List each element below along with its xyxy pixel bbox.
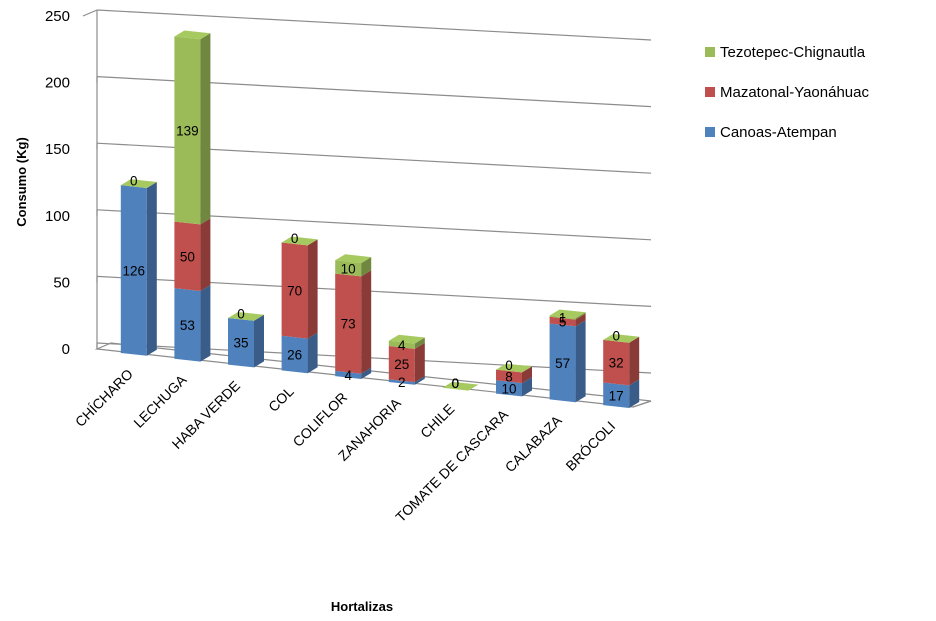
data-label-tomate-de-cascara-mazatonal-yaonahuac: 8 (505, 369, 513, 384)
data-label-lechuga-mazatonal-yaonahuac: 50 (180, 249, 195, 264)
bar-calabaza-mazatonal-yaonahuac (549, 313, 586, 327)
bar-lechuga-canoas-atempan (174, 284, 211, 362)
bar-coliflor-tezotepec-chignautla (335, 257, 372, 277)
bar-top-zanahoria (388, 334, 425, 344)
data-label-tomate-de-cascara-tezotepec-chignautla: 0 (505, 358, 513, 373)
bar-top-chile (442, 381, 479, 391)
data-label-coliflor-mazatonal-yaonahuac: 73 (341, 317, 356, 332)
data-label-haba-verde-canoas-atempan: 35 (233, 336, 248, 351)
data-label-lechuga-tezotepec-chignautla: 139 (176, 123, 199, 138)
bar-coliflor-mazatonal-yaonahuac (335, 270, 372, 374)
x-axis-title: Hortalizas (331, 599, 393, 614)
data-label-lechuga-canoas-atempan: 53 (180, 318, 195, 333)
bar-col-mazatonal-yaonahuac (281, 239, 318, 339)
x-tick-label-coliflor: COLIFLOR (289, 389, 350, 450)
legend: Tezotepec-Chignautla Mazatonal-Yaonáhuac C… (705, 44, 869, 141)
data-label-brocoli-canoas-atempan: 17 (609, 388, 624, 403)
x-tick-label-tomate-de-cascara: TOMATE DE CASCARA (392, 406, 511, 525)
legend-swatch (705, 127, 715, 137)
bar-coliflor-canoas-atempan (335, 367, 372, 379)
data-label-coliflor-tezotepec-chignautla: 10 (341, 261, 356, 276)
data-label-calabaza-mazatonal-yaonahuac: 5 (559, 315, 567, 330)
data-label-brocoli-mazatonal-yaonahuac: 32 (609, 356, 624, 371)
data-label-calabaza-canoas-atempan: 57 (555, 356, 570, 371)
x-tick-label-brocoli: BRÓCOLI (562, 418, 618, 474)
data-label-zanahoria-mazatonal-yaonahuac: 25 (394, 357, 409, 372)
legend-item-canoas-atempan: Canoas-Atempan (705, 124, 837, 141)
floor-right-edge (632, 400, 652, 408)
bar-top-lechuga (174, 30, 211, 40)
bar-brocoli-mazatonal-yaonahuac (603, 336, 640, 386)
data-label-tomate-de-cascara-canoas-atempan: 10 (501, 381, 516, 396)
data-label-chile-tezotepec-chignautla: 0 (452, 376, 460, 391)
y-tick-label: 150 (45, 141, 70, 158)
y-tick-label: 0 (62, 341, 70, 358)
y-tick-label: 50 (53, 274, 70, 291)
data-label-chile-canoas-atempan: 0 (452, 376, 460, 391)
data-label-coliflor-canoas-atempan: 4 (344, 368, 352, 383)
data-label-zanahoria-tezotepec-chignautla: 4 (398, 338, 406, 353)
x-tick-label-chile: CHILE (417, 401, 457, 441)
bar-lechuga-tezotepec-chignautla (174, 33, 211, 225)
bar-col-canoas-atempan (281, 332, 318, 374)
bar-calabaza-tezotepec-chignautla (549, 312, 586, 320)
data-label-calabaza-tezotepec-chignautla: 1 (559, 311, 567, 326)
y-tick-label: 100 (45, 208, 70, 225)
legend-label: Canoas-Atempan (720, 124, 837, 141)
bar-zanahoria-tezotepec-chignautla (388, 337, 425, 349)
data-label-col-tezotepec-chignautla: 0 (291, 231, 299, 246)
bar-top-chicharo (120, 179, 157, 188)
bar-top-col (281, 236, 318, 246)
legend-label: Mazatonal-Yaonáhuac (720, 84, 869, 101)
legend-label: Tezotepec-Chignautla (720, 44, 866, 61)
bar-tomate-de-cascara-canoas-atempan (496, 377, 532, 397)
legend-swatch (705, 87, 715, 97)
legend-swatch (705, 47, 715, 57)
bar-top-brocoli (603, 333, 640, 343)
bar-calabaza-canoas-atempan (549, 320, 586, 403)
bar-top-calabaza (549, 309, 586, 319)
bars (120, 30, 640, 408)
y-axis: 0 50 100 150 200 250 (45, 8, 98, 358)
bar-top-coliflor (335, 254, 372, 264)
x-tick-label-lechuga: LECHUGA (130, 371, 190, 431)
data-label-chile-mazatonal-yaonahuac: 0 (452, 376, 460, 391)
x-tick-label-calabaza: CALABAZA (502, 412, 565, 475)
bar-top-tomate-de-cascara (496, 363, 532, 373)
y-tick-label: 200 (45, 75, 70, 92)
bar-zanahoria-mazatonal-yaonahuac (388, 342, 425, 383)
bar-chicharo-canoas-atempan (120, 181, 157, 356)
bar-haba-verde-canoas-atempan (228, 314, 264, 368)
gridline-250 (96, 9, 652, 41)
data-label-chicharo-tezotepec-chignautla: 0 (130, 174, 138, 189)
bar-zanahoria-canoas-atempan (388, 376, 425, 385)
bar-top-haba-verde (228, 311, 264, 321)
x-tick-label-chicharo: CHÍCHARO (72, 366, 136, 430)
data-label-chicharo-canoas-atempan: 126 (123, 263, 146, 278)
y-tick-label: 250 (45, 8, 70, 25)
data-label-zanahoria-canoas-atempan: 2 (398, 375, 406, 390)
data-label-col-canoas-atempan: 26 (287, 347, 302, 362)
x-tick-label-col: COL (265, 383, 297, 415)
y-axis-top (82, 9, 98, 17)
data-label-brocoli-tezotepec-chignautla: 0 (612, 328, 620, 343)
y-axis-title: Consumo (Kg) (14, 137, 29, 227)
legend-item-mazatonal-yaonahuac: Mazatonal-Yaonáhuac (705, 84, 869, 101)
bar-brocoli-canoas-atempan (603, 379, 640, 408)
data-label-col-mazatonal-yaonahuac: 70 (287, 284, 302, 299)
legend-item-tezotepec-chignautla: Tezotepec-Chignautla (705, 44, 866, 61)
bar-tomate-de-cascara-mazatonal-yaonahuac (496, 366, 532, 384)
bar-lechuga-mazatonal-yaonahuac (174, 218, 211, 291)
data-label-haba-verde-tezotepec-chignautla: 0 (237, 306, 245, 321)
